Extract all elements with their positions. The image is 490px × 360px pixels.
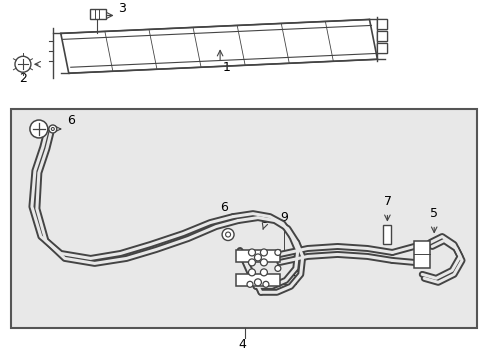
- Bar: [236, 274, 280, 286]
- Text: 3: 3: [119, 3, 126, 15]
- Text: 9: 9: [280, 211, 288, 224]
- Bar: [377, 19, 388, 30]
- Circle shape: [15, 56, 31, 72]
- Circle shape: [225, 232, 231, 237]
- Text: 4: 4: [238, 338, 246, 351]
- Text: 8: 8: [260, 213, 268, 226]
- Circle shape: [260, 249, 268, 256]
- Bar: [90, 9, 106, 19]
- Text: 5: 5: [430, 207, 438, 220]
- Bar: [11, 109, 477, 328]
- Circle shape: [260, 259, 268, 266]
- Circle shape: [248, 259, 255, 266]
- Circle shape: [254, 254, 262, 261]
- Circle shape: [263, 281, 269, 287]
- Circle shape: [51, 127, 54, 130]
- Bar: [383, 225, 392, 244]
- Circle shape: [30, 120, 48, 138]
- Circle shape: [248, 269, 255, 276]
- Text: 7: 7: [385, 195, 392, 208]
- Text: 9: 9: [292, 270, 300, 283]
- Polygon shape: [61, 19, 377, 73]
- Bar: [236, 251, 280, 262]
- Circle shape: [222, 229, 234, 240]
- Text: 6: 6: [220, 201, 228, 213]
- Text: 6: 6: [67, 114, 74, 127]
- Circle shape: [247, 281, 253, 287]
- Bar: [377, 31, 388, 41]
- Bar: [377, 43, 388, 53]
- Circle shape: [248, 249, 255, 256]
- Circle shape: [260, 269, 268, 276]
- Text: 2: 2: [19, 72, 27, 85]
- Circle shape: [49, 125, 57, 133]
- Circle shape: [275, 249, 281, 256]
- Circle shape: [275, 265, 281, 271]
- Bar: [414, 240, 430, 269]
- Text: 1: 1: [223, 61, 231, 74]
- Circle shape: [254, 279, 262, 286]
